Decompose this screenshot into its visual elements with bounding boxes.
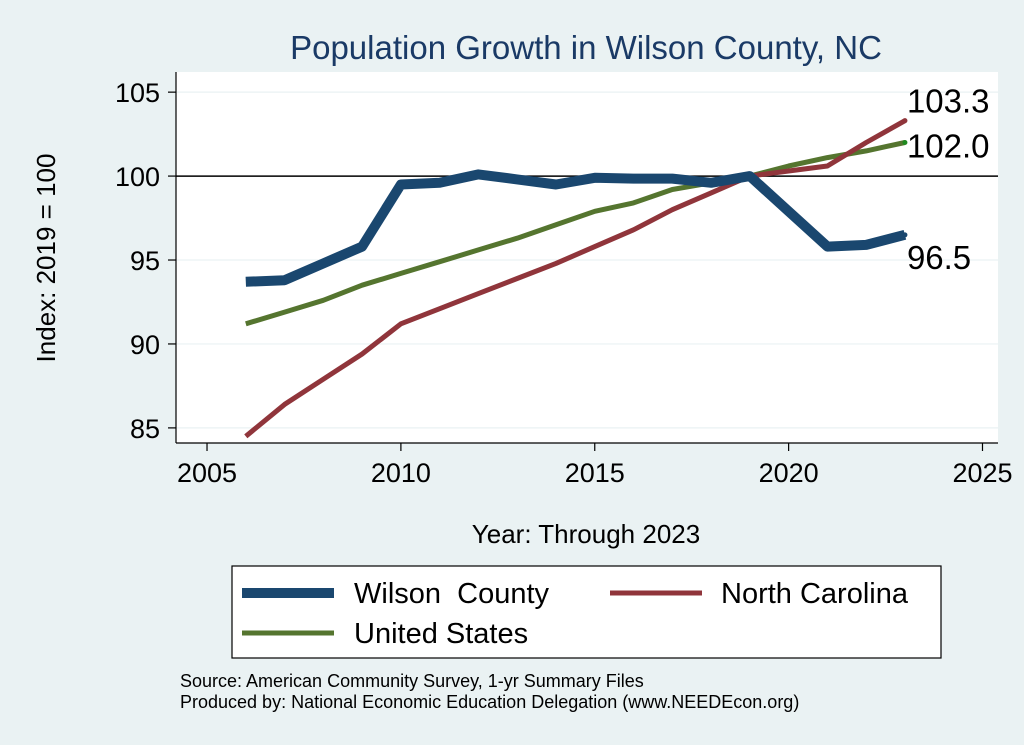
x-axis-ticks: 2005 2010 2015 2020 2025 xyxy=(177,443,1013,488)
series-line-united-states xyxy=(245,140,906,327)
end-label-united-states: 102.0 xyxy=(907,128,990,165)
plot-area xyxy=(176,72,998,443)
chart-title: Population Growth in Wilson County, NC xyxy=(290,29,882,66)
end-labels: 96.5 103.3 102.0 xyxy=(907,83,990,276)
y-tick-label-90: 90 xyxy=(130,330,160,360)
series-endpoint-united-states xyxy=(902,140,908,146)
x-tick-label-2015: 2015 xyxy=(565,458,625,488)
series-endpoint-wilson-county xyxy=(902,232,908,238)
x-tick-label-2010: 2010 xyxy=(371,458,431,488)
series-line-north-carolina xyxy=(244,118,907,439)
legend-label-united-states: United States xyxy=(354,618,528,650)
legend: Wilson County North Carolina United Stat… xyxy=(231,565,942,659)
series-group xyxy=(244,118,908,439)
y-axis-title: Index: 2019 = 100 xyxy=(31,154,61,363)
y-tick-label-100: 100 xyxy=(115,162,160,192)
x-axis-title: Year: Through 2023 xyxy=(472,519,700,549)
end-label-north-carolina: 103.3 xyxy=(907,83,990,120)
series-endpoint-north-carolina xyxy=(902,118,908,124)
legend-label-wilson-county: Wilson County xyxy=(354,578,550,610)
x-tick-label-2005: 2005 xyxy=(177,458,237,488)
end-label-wilson-county: 96.5 xyxy=(907,239,971,276)
y-tick-label-105: 105 xyxy=(115,78,160,108)
produced-by-note: Produced by: National Economic Education… xyxy=(180,692,799,712)
x-tick-label-2025: 2025 xyxy=(952,458,1012,488)
y-tick-label-95: 95 xyxy=(130,246,160,276)
legend-label-north-carolina: North Carolina xyxy=(721,578,909,610)
legend-box xyxy=(231,565,942,659)
y-tick-label-85: 85 xyxy=(130,414,160,444)
x-tick-label-2020: 2020 xyxy=(759,458,819,488)
source-note: Source: American Community Survey, 1-yr … xyxy=(180,671,644,691)
y-axis-ticks: 85 90 95 100 105 xyxy=(115,78,176,444)
series-line-wilson-county xyxy=(245,169,907,287)
